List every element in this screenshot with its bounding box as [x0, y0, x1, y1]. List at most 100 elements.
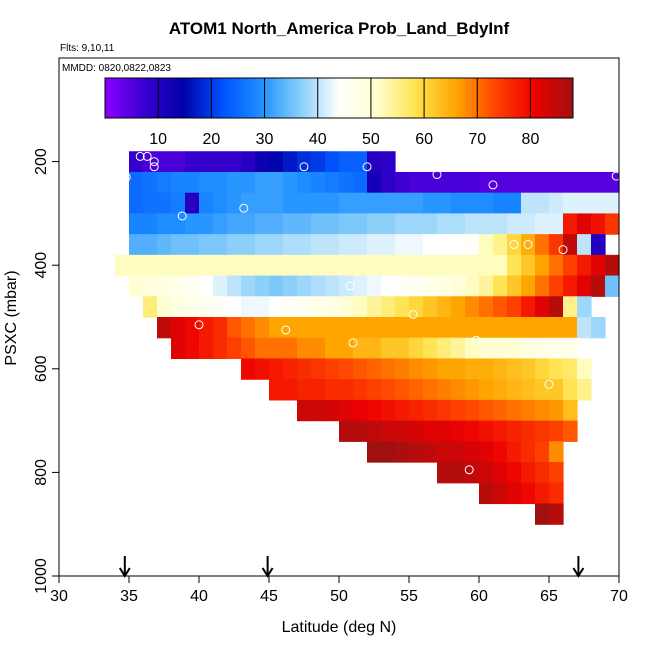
- colorbar-segment: [360, 78, 364, 118]
- y-axis: 200 400 600 800 1000: [33, 148, 59, 594]
- heatmap-cell: [367, 379, 382, 401]
- colorbar-segment: [251, 78, 255, 118]
- colorbar-segment: [224, 78, 228, 118]
- heatmap-cell: [577, 213, 592, 235]
- heatmap-cell: [339, 420, 354, 442]
- heatmap-cell: [563, 192, 578, 214]
- heatmap-cell: [423, 213, 438, 235]
- colorbar-segment: [126, 78, 130, 118]
- heatmap-cell: [521, 441, 536, 463]
- heatmap-cell: [325, 337, 340, 360]
- colorbar-segment: [155, 78, 159, 118]
- colorbar-segment: [110, 78, 114, 118]
- colorbar-segment: [381, 78, 385, 118]
- x-tick-label: 65: [540, 588, 558, 605]
- heatmap-cell: [423, 399, 438, 422]
- colorbar-segment: [487, 78, 492, 118]
- heatmap-cell: [493, 213, 508, 235]
- heatmap-cell: [423, 337, 438, 360]
- heatmap-cell: [437, 441, 452, 463]
- heatmap-cell: [325, 151, 340, 173]
- colorbar-segment: [408, 78, 412, 118]
- heatmap-cell: [409, 317, 424, 339]
- colorbar-frame: [104, 77, 574, 119]
- heatmap-cell: [507, 399, 522, 422]
- heatmap-cell: [255, 337, 270, 360]
- heatmap-cell: [297, 234, 312, 256]
- heatmap-cell: [353, 296, 368, 318]
- colorbar-segment: [232, 78, 236, 118]
- colorbar-segment: [477, 78, 481, 118]
- heatmap-cell: [577, 358, 592, 380]
- heatmap-cell: [535, 171, 550, 194]
- heatmap-cell: [171, 192, 186, 214]
- colorbar-segment: [261, 78, 266, 118]
- heatmap-cell: [283, 192, 298, 214]
- colorbar-segment: [206, 78, 210, 118]
- colorbar-segment: [458, 78, 462, 118]
- colorbar-segment: [535, 78, 539, 118]
- heatmap-cell: [409, 399, 424, 422]
- heatmap-cell: [423, 296, 438, 318]
- heatmap-cell: [605, 192, 620, 214]
- heatmap-cell: [437, 275, 452, 297]
- colorbar-segment: [269, 78, 274, 118]
- heatmap-cell: [437, 420, 452, 442]
- colorbar-segment: [227, 78, 231, 118]
- heatmap-cell: [311, 192, 326, 214]
- colorbar-segment: [357, 78, 361, 118]
- heatmap-cell: [199, 254, 214, 277]
- heatmap-cell: [549, 275, 564, 297]
- colorbar-segment: [184, 78, 188, 118]
- heatmap-cell: [269, 317, 284, 339]
- heatmap-cell: [199, 337, 214, 360]
- heatmap-cell: [451, 296, 466, 318]
- colorbar-segment: [253, 78, 258, 118]
- heatmap-cell: [465, 234, 480, 256]
- heatmap-cell: [381, 171, 396, 194]
- heatmap-cell: [311, 151, 326, 173]
- heatmap-cell: [367, 254, 382, 277]
- heatmap-cell: [549, 358, 564, 380]
- heatmap-cell: [493, 192, 508, 214]
- heatmap-cell: [479, 317, 494, 339]
- colorbar-segment: [527, 78, 531, 118]
- heatmap-cell: [591, 213, 606, 235]
- colorbar-segment: [517, 78, 521, 118]
- heatmap-cell: [269, 358, 284, 380]
- heatmap-cell: [605, 275, 620, 297]
- heatmap-cell: [367, 213, 382, 235]
- heatmap-cell: [535, 420, 550, 442]
- colorbar-segment: [551, 78, 555, 118]
- heatmap-cell: [479, 337, 494, 360]
- heatmap-cell: [283, 234, 298, 256]
- heatmap-cell: [493, 399, 508, 422]
- heatmap-cell: [535, 399, 550, 422]
- observation-points: [121, 151, 621, 550]
- heatmap-cell: [423, 234, 438, 256]
- heatmap-cell: [227, 296, 242, 318]
- heatmap-cell: [451, 379, 466, 401]
- x-tick-label: 55: [400, 588, 418, 605]
- heatmap-cell: [493, 254, 508, 277]
- heatmap-cell: [185, 151, 200, 173]
- heatmap-cell: [269, 151, 284, 173]
- heatmap-cell: [549, 420, 564, 442]
- observation-point: [611, 171, 621, 181]
- heatmap-cell: [507, 337, 522, 360]
- colorbar-segment: [514, 78, 518, 118]
- heatmap-cell: [479, 213, 494, 235]
- heatmap-cell: [283, 296, 298, 318]
- observation-point: [149, 162, 159, 172]
- colorbar-segment: [336, 78, 340, 118]
- heatmap-cell: [381, 234, 396, 256]
- heatmap-cell: [577, 234, 592, 256]
- heatmap-cell: [437, 317, 452, 339]
- heatmap-cell: [451, 462, 466, 484]
- colorbar-segment: [299, 78, 303, 118]
- heatmap-cell: [297, 379, 312, 401]
- heatmap-cell: [507, 379, 522, 401]
- heatmap-cell: [297, 317, 312, 339]
